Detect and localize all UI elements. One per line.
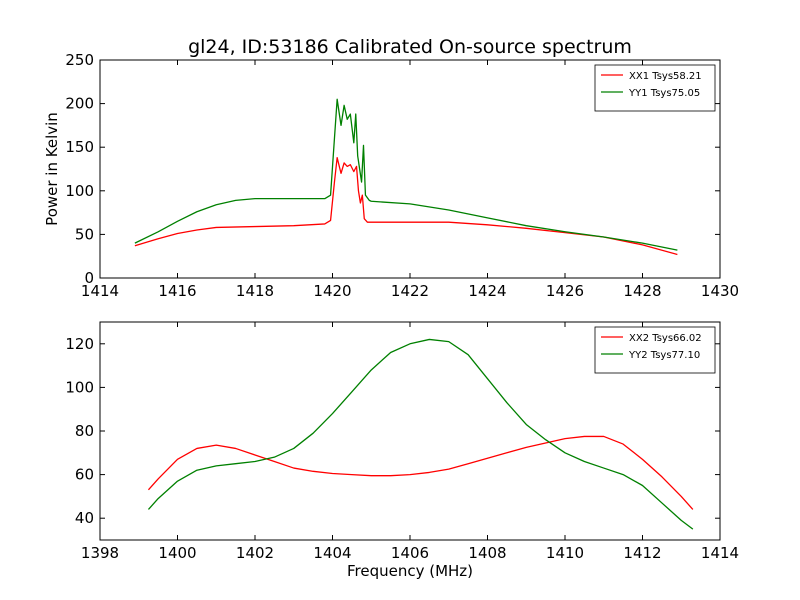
x-tick-label: 1414 [701, 544, 739, 562]
x-tick-label: 1412 [623, 544, 661, 562]
y-tick-label: 80 [75, 422, 94, 440]
x-tick-label: 1408 [468, 544, 506, 562]
x-tick-label: 1400 [158, 544, 196, 562]
x-tick-label: 1430 [701, 282, 739, 300]
x-tick-label: 1404 [313, 544, 351, 562]
chart-title: gl24, ID:53186 Calibrated On-source spec… [188, 36, 632, 58]
bottom-spectrum-panel: 1398 1400 1402 1404 1406 1408 1410 1412 1414 40 60… [65, 321, 739, 580]
x-tick-label: 1420 [313, 282, 351, 300]
y-tick-label: 0 [84, 269, 94, 287]
y-axis-title: Power in Kelvin [43, 112, 61, 226]
y-tick-label: 150 [65, 138, 94, 156]
x-tick-label: 1424 [468, 282, 506, 300]
series-line-xx1 [134, 157, 678, 256]
legend: XX1 Tsys58.21 YY1 Tsys75.05 [594, 64, 716, 112]
legend: XX2 Tsys66.02 YY2 Tsys77.10 [594, 326, 716, 374]
x-tick-label: 1426 [546, 282, 584, 300]
x-tick-label: 1406 [391, 544, 429, 562]
y-tick-label: 60 [75, 466, 94, 484]
legend-label: XX1 Tsys58.21 [629, 71, 702, 82]
x-axis-title: Frequency (MHz) [347, 562, 473, 580]
y-tick-label: 120 [65, 335, 94, 353]
x-tick-label: 1402 [236, 544, 274, 562]
series-line-xx2 [147, 435, 694, 510]
y-tick-label: 40 [75, 509, 94, 527]
legend-label: XX2 Tsys66.02 [629, 333, 702, 344]
x-tick-label: 1410 [546, 544, 584, 562]
y-tick-label: 250 [65, 51, 94, 69]
legend-box [594, 326, 716, 374]
series-line-yy2 [147, 338, 694, 530]
x-tick-label: 1414 [81, 282, 119, 300]
x-tick-label: 1398 [81, 544, 119, 562]
x-tick-label: 1416 [158, 282, 196, 300]
x-tick-label: 1418 [236, 282, 274, 300]
legend-label: YY1 Tsys75.05 [628, 88, 700, 99]
y-tick-label: 100 [65, 378, 94, 396]
legend-label: YY2 Tsys77.10 [628, 350, 700, 361]
x-tick-label: 1428 [623, 282, 661, 300]
y-tick-label: 50 [75, 225, 94, 243]
x-tick-label: 1422 [391, 282, 429, 300]
top-spectrum-panel: 1414 1416 1418 1420 1422 1424 1426 1428 1430 0 50 1… [43, 51, 739, 300]
y-tick-label: 100 [65, 182, 94, 200]
legend-box [594, 64, 716, 112]
series-line-yy1 [134, 98, 678, 251]
y-tick-label: 200 [65, 95, 94, 113]
